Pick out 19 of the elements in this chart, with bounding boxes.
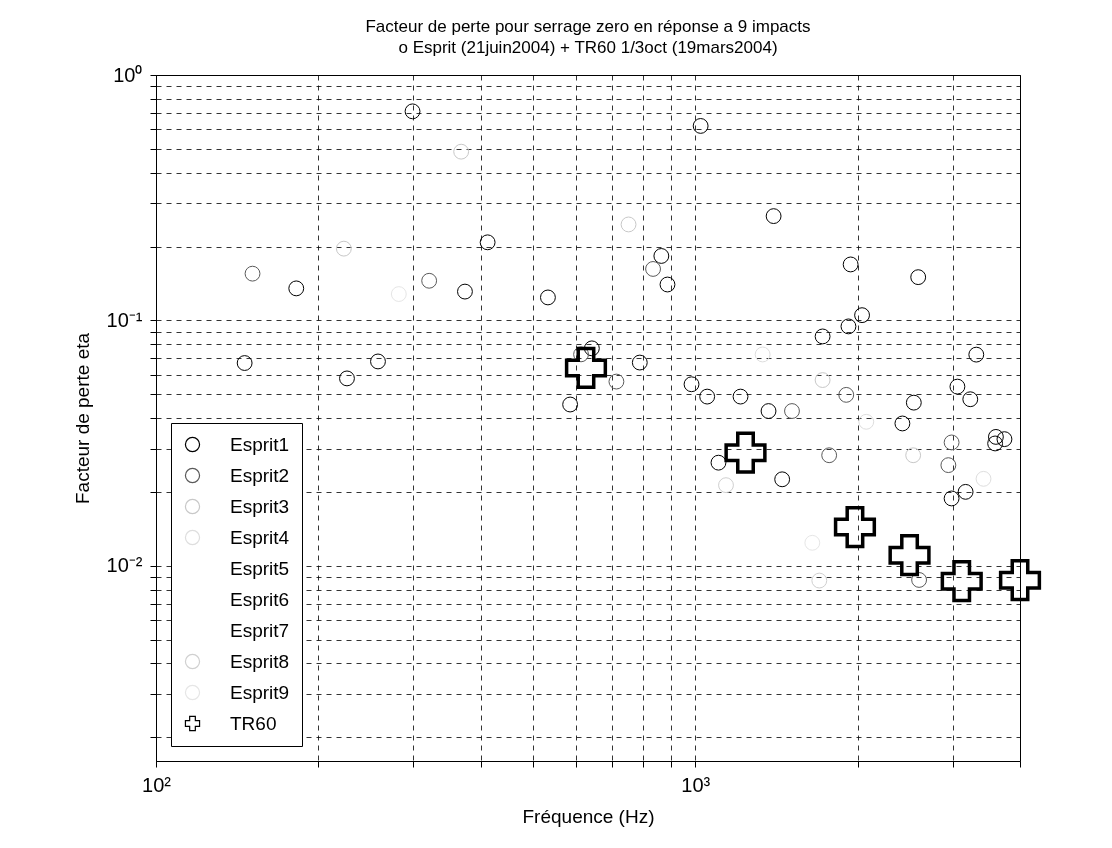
legend-label: TR60 xyxy=(230,712,277,734)
x-axis-title: Fréquence (Hz) xyxy=(522,805,655,827)
chart-subtitle: o Esprit (21juin2004) + TR60 1/3oct (19mars2004) xyxy=(398,38,778,57)
y-tick-label: 10⁻¹ xyxy=(106,308,143,331)
legend-label: Esprit3 xyxy=(230,495,290,517)
legend-label: Esprit2 xyxy=(230,464,290,486)
legend-label: Esprit4 xyxy=(230,526,290,548)
legend-label: Esprit1 xyxy=(230,433,290,455)
legend-label: Esprit8 xyxy=(230,650,290,672)
x-tick-label: 10² xyxy=(142,773,172,796)
chart-title: Facteur de perte pour serrage zero en réponse a 9 impacts xyxy=(365,17,811,36)
text: Esprit5 xyxy=(230,557,290,579)
y-tick-label: 10⁻² xyxy=(106,554,143,577)
y-axis-title: Facteur de perte eta xyxy=(71,332,93,505)
text: Esprit6 xyxy=(230,588,290,610)
text: Esprit7 xyxy=(230,619,290,641)
x-tick-label: 10³ xyxy=(681,773,711,796)
y-tick-label: 10⁰ xyxy=(113,63,143,86)
legend-label: Esprit9 xyxy=(230,681,290,703)
